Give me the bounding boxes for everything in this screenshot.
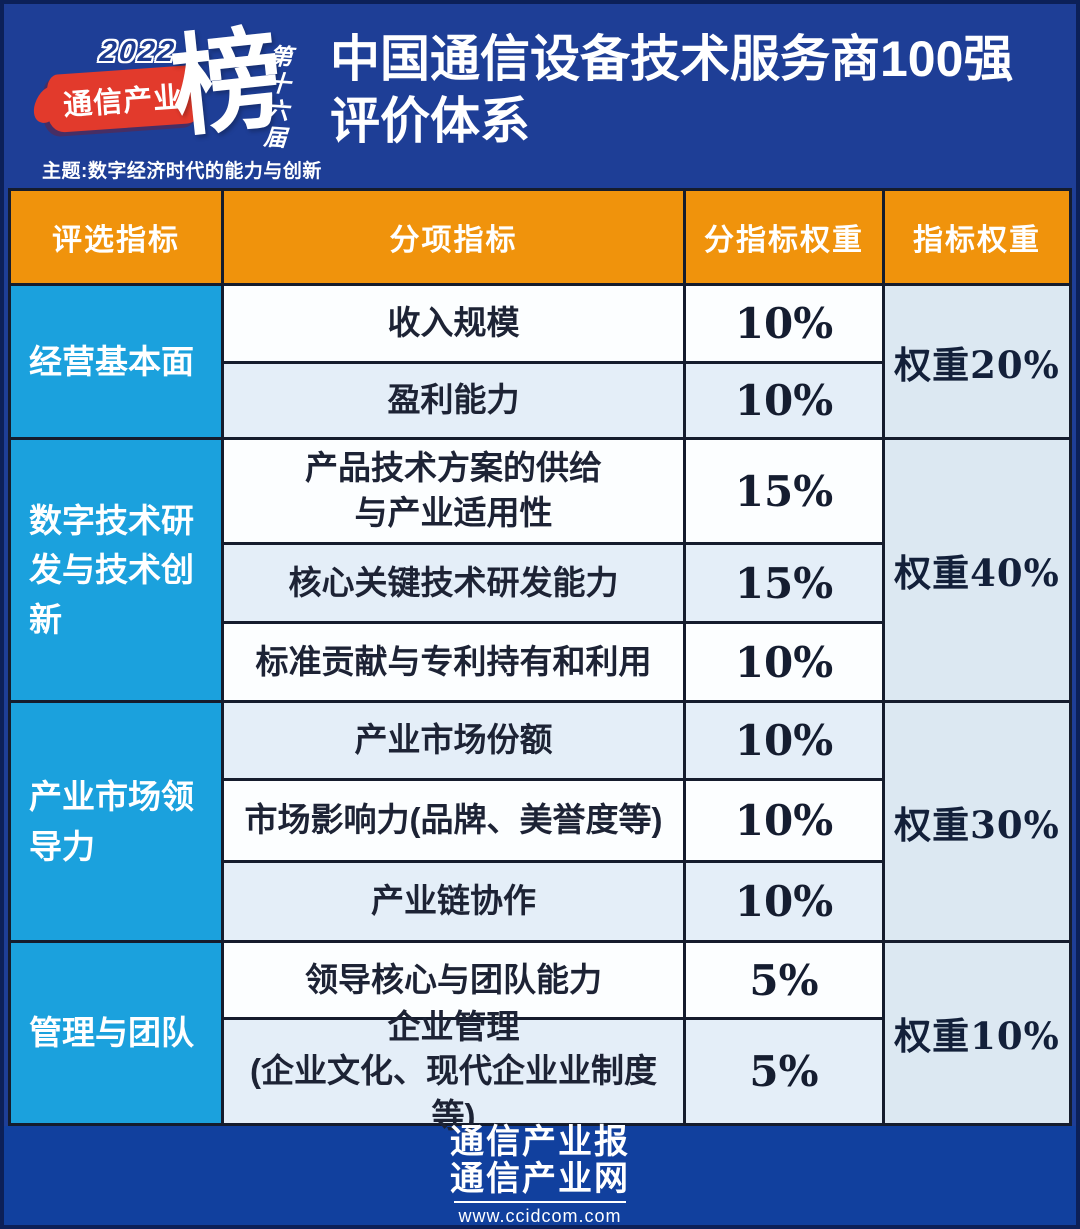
logo: 2022 通信产业 榜 第十六届 主题:数字经济时代的能力与创新 <box>4 4 330 183</box>
subindicator-cell: 市场影响力(品牌、美誉度等) <box>224 781 683 860</box>
subindicator-cell: 产品技术方案的供给 与产业适用性 <box>224 440 683 542</box>
groupweight-cell-market-leadership: 权重30% <box>885 703 1069 940</box>
page-title-line2: 评价体系 <box>330 93 530 149</box>
subweight-cell: 5% <box>686 943 882 1017</box>
subindicator-cell: 盈利能力 <box>224 364 683 437</box>
subindicator-cell: 收入规模 <box>224 286 683 361</box>
subweight-cell: 10% <box>686 863 882 940</box>
col-header-sub-index: 分项指标 <box>224 191 683 283</box>
col-header-index-weight: 指标权重 <box>885 191 1069 283</box>
subindicator-cell: 产业市场份额 <box>224 703 683 778</box>
logo-year: 2022 <box>98 36 179 68</box>
subindicator-cell: 核心关键技术研发能力 <box>224 545 683 621</box>
logo-edition: 第十六届 <box>258 43 293 153</box>
col-header-selection-index: 评选指标 <box>11 191 221 283</box>
category-cell-digital-tech: 数字技术研发与技术创新 <box>11 440 221 700</box>
subweight-cell: 10% <box>686 286 882 361</box>
evaluation-table: 评选指标 分项指标 分指标权重 指标权重 经营基本面 收入规模 10% 盈利能力… <box>8 188 1072 1134</box>
category-cell-market-leadership: 产业市场领导力 <box>11 703 221 940</box>
subweight-cell: 15% <box>686 440 882 542</box>
groupweight-cell-digital-tech: 权重40% <box>885 440 1069 700</box>
subindicator-cell: 产业链协作 <box>224 863 683 940</box>
subweight-cell: 10% <box>686 703 882 778</box>
logo-theme-line: 主题:数字经济时代的能力与创新 <box>42 161 322 182</box>
subweight-cell: 5% <box>686 1020 882 1123</box>
subweight-cell: 10% <box>686 781 882 860</box>
subweight-cell: 10% <box>686 364 882 437</box>
logo-graphic: 2022 通信产业 榜 第十六届 <box>42 13 332 153</box>
page-title-line1: 中国通信设备技术服务商100强 <box>330 31 1014 87</box>
subindicator-cell: 领导核心与团队能力 <box>224 943 683 1017</box>
footer-url: www.ccidcom.com <box>454 1200 626 1225</box>
footer: 通信产业报 通信产业网 www.ccidcom.com <box>4 1123 1076 1225</box>
page-title: 中国通信设备技术服务商100强 评价体系 <box>330 28 1076 152</box>
col-header-sub-index-weight: 分指标权重 <box>686 191 882 283</box>
subindicator-cell: 标准贡献与专利持有和利用 <box>224 624 683 700</box>
footer-brand-line1: 通信产业报 <box>450 1123 630 1162</box>
header: 2022 通信产业 榜 第十六届 主题:数字经济时代的能力与创新 中国通信设备技… <box>4 4 1076 188</box>
subindicator-cell: 企业管理 (企业文化、现代企业业制度等) <box>224 1008 683 1134</box>
subweight-cell: 15% <box>686 545 882 621</box>
subweight-cell: 10% <box>686 624 882 700</box>
groupweight-cell-fundamentals: 权重20% <box>885 286 1069 437</box>
footer-brand-line2: 通信产业网 <box>450 1159 630 1198</box>
groupweight-cell-management-team: 权重10% <box>885 943 1069 1123</box>
category-cell-management-team: 管理与团队 <box>11 943 221 1123</box>
category-cell-fundamentals: 经营基本面 <box>11 286 221 437</box>
